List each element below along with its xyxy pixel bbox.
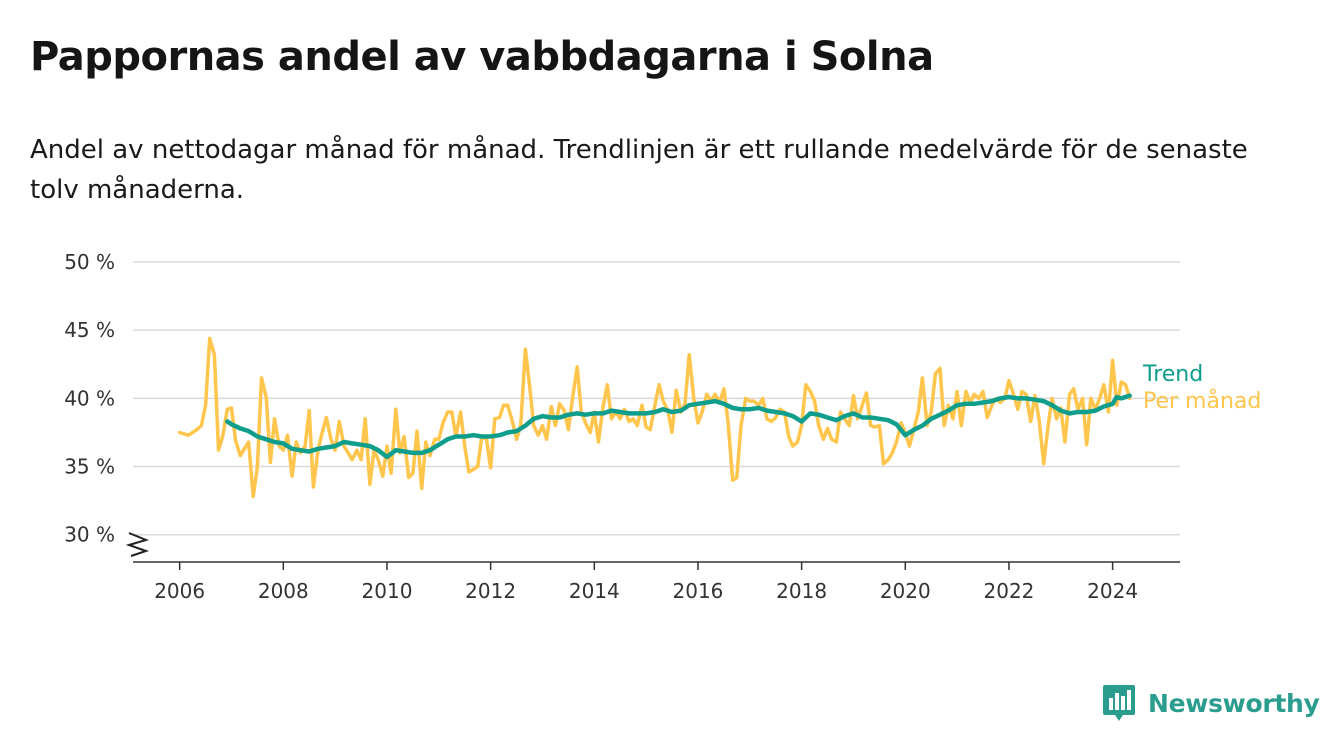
legend-label-per-manad: Per månad — [1143, 388, 1261, 414]
x-tick-label: 2012 — [465, 579, 516, 603]
x-tick-label: 2018 — [776, 579, 827, 603]
x-tick-label: 2014 — [569, 579, 620, 603]
chart-title: Pappornas andel av vabbdagarna i Solna — [30, 34, 934, 80]
x-tick-label: 2008 — [258, 579, 309, 603]
series-line-trend — [225, 393, 1132, 460]
y-tick-label: 45 % — [64, 318, 115, 342]
series-line-per-manad — [177, 336, 1132, 499]
legend-label-trend: Trend — [1142, 362, 1203, 387]
x-axis: 2006 2008 2010 2012 2014 2016 2018 2020 2022 2024 — [125, 532, 1180, 603]
x-tick-label: 2020 — [880, 579, 931, 603]
y-tick-label: 30 % — [64, 523, 115, 547]
x-tick-label: 2024 — [1087, 579, 1138, 603]
x-tick-label: 2010 — [362, 579, 413, 603]
y-axis-ticks: 30 % 35 % 40 % 45 % 50 % — [64, 250, 115, 547]
x-tick-label: 2022 — [984, 579, 1035, 603]
y-tick-label: 50 % — [64, 250, 115, 274]
newsworthy-logo-icon — [1103, 685, 1135, 721]
brand-name: Newsworthy — [1148, 688, 1320, 718]
y-tick-label: 40 % — [64, 386, 115, 410]
axis-break-icon — [125, 532, 150, 557]
x-tick-label: 2006 — [154, 579, 205, 603]
newsworthy-brand[interactable]: Newsworthy — [1102, 683, 1320, 723]
x-tick-label: 2016 — [673, 579, 724, 603]
chart-subtitle: Andel av nettodagar månad för månad. Tre… — [30, 135, 1248, 205]
series-lines — [177, 336, 1132, 499]
y-tick-label: 35 % — [64, 455, 115, 479]
